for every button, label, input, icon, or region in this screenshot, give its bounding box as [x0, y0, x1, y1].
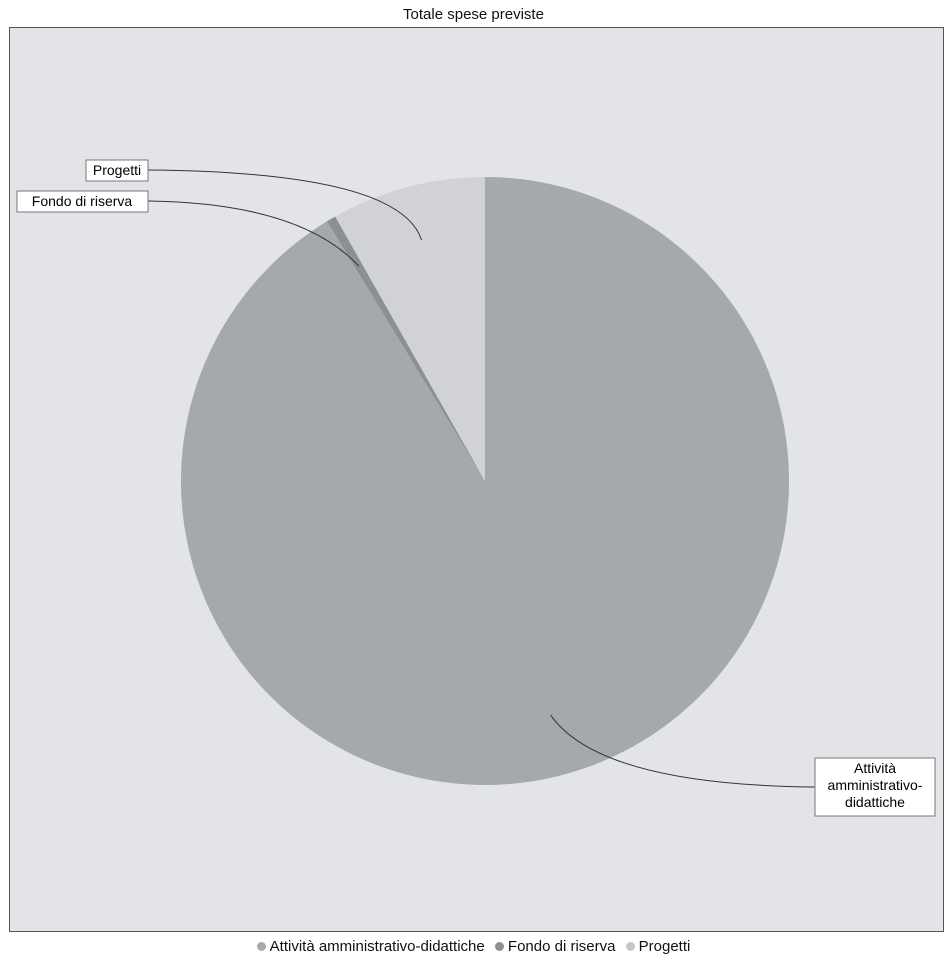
legend-label-progetti: Progetti [638, 938, 691, 955]
leader-line-attivita [550, 714, 816, 788]
pie-slices [181, 177, 790, 785]
legend-item-attivita: Attività amministrativo-didattiche [256, 938, 485, 955]
legend-label-attivita: Attività amministrativo-didattiche [269, 938, 485, 955]
pie-slice-progetti [335, 177, 485, 481]
pie-slice-attivita [181, 177, 790, 785]
data-label-progetti-text: Progetti [93, 162, 141, 178]
legend-marker-fondo [494, 942, 504, 951]
data-label-progetti: Progetti [85, 159, 149, 182]
legend-marker-progetti [625, 942, 635, 951]
data-label-attivita-line3: didattiche [845, 794, 905, 810]
legend: Attività amministrativo-didattiche Fondo… [0, 938, 947, 955]
chart-title: Totale spese previste [403, 6, 544, 23]
data-label-fondo: Fondo di riserva [16, 190, 149, 213]
legend-item-progetti: Progetti [625, 938, 691, 955]
legend-marker-attivita [256, 942, 266, 951]
leader-line-progetti [147, 169, 422, 241]
data-label-attivita-line1: Attività [854, 760, 896, 776]
data-label-fondo-text: Fondo di riserva [32, 193, 133, 209]
legend-item-fondo: Fondo di riserva [494, 938, 616, 955]
data-label-attivita-line2: amministrativo- [828, 777, 923, 793]
legend-label-fondo: Fondo di riserva [507, 938, 616, 955]
leader-line-fondo [147, 200, 360, 267]
leader-lines [147, 169, 816, 788]
data-label-attivita: Attività amministrativo- didattiche [814, 757, 936, 817]
pie-slice-fondo [326, 216, 485, 481]
